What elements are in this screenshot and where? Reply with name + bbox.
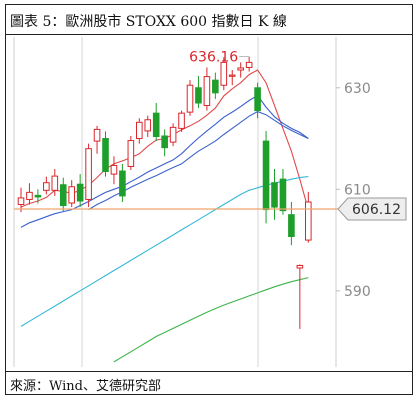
candle-body (279, 178, 287, 212)
candle-body (102, 138, 109, 173)
candle-body (51, 175, 59, 191)
candle-body (144, 119, 152, 132)
source-divider (6, 371, 412, 372)
candle-body (288, 214, 295, 238)
moving-average-line-4 (20, 176, 309, 327)
candle-body (110, 164, 118, 175)
title-divider (6, 34, 412, 35)
y-tick-label: 590 (344, 284, 371, 300)
candle-body (228, 74, 236, 77)
candle-body (93, 128, 101, 142)
candle-body (296, 264, 304, 269)
source-note: 來源：Wind、艾德研究部 (10, 379, 161, 394)
candle-body (305, 201, 312, 241)
candle-body (220, 61, 228, 86)
chart-title: 圖表 5：歐洲股市 STOXX 600 指數日 K 線 (10, 14, 287, 30)
candle-body (178, 112, 185, 129)
candle-body (127, 140, 135, 167)
chart-frame: 圖表 5：歐洲股市 STOXX 600 指數日 K 線 590 610 630 60… (5, 4, 413, 395)
y-tick-label: 610 (344, 182, 371, 198)
candle-body (271, 182, 278, 208)
candlestick-chart: 590 610 630 606.12 636.16 (13, 37, 407, 367)
candle-body (34, 194, 42, 198)
candle-body (254, 87, 261, 112)
candle-body (68, 186, 76, 204)
last-price-label: 606.12 (352, 202, 401, 218)
candle-body (152, 112, 160, 138)
last-price-tag (337, 197, 407, 221)
y-tick-label: 630 (344, 81, 371, 97)
candle-body (203, 76, 211, 107)
candle-body (85, 148, 92, 200)
candle-body (195, 87, 202, 104)
candle-body (76, 183, 84, 202)
candle-body (245, 61, 253, 68)
candle-body (59, 184, 67, 207)
candle-body (169, 126, 177, 143)
candle-body (136, 121, 143, 140)
candle-body (212, 79, 219, 94)
candle-body (161, 135, 168, 149)
candle-body (186, 84, 194, 113)
candle-body (43, 182, 50, 191)
candle-body (26, 191, 33, 200)
peak-label: 636.16 (189, 49, 238, 65)
candle-body (17, 197, 25, 206)
candle-body (237, 67, 244, 71)
candle-body (262, 140, 270, 211)
candle-body (119, 170, 126, 197)
moving-average-line-5 (113, 277, 309, 363)
